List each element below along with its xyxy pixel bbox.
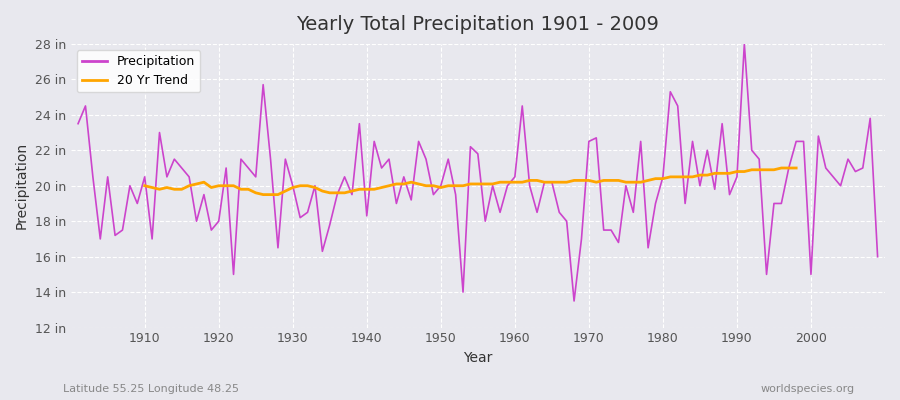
X-axis label: Year: Year	[464, 351, 492, 365]
Legend: Precipitation, 20 Yr Trend: Precipitation, 20 Yr Trend	[76, 50, 200, 92]
Text: worldspecies.org: worldspecies.org	[760, 384, 855, 394]
Text: Latitude 55.25 Longitude 48.25: Latitude 55.25 Longitude 48.25	[63, 384, 239, 394]
Title: Yearly Total Precipitation 1901 - 2009: Yearly Total Precipitation 1901 - 2009	[296, 15, 660, 34]
Y-axis label: Precipitation: Precipitation	[15, 142, 29, 229]
